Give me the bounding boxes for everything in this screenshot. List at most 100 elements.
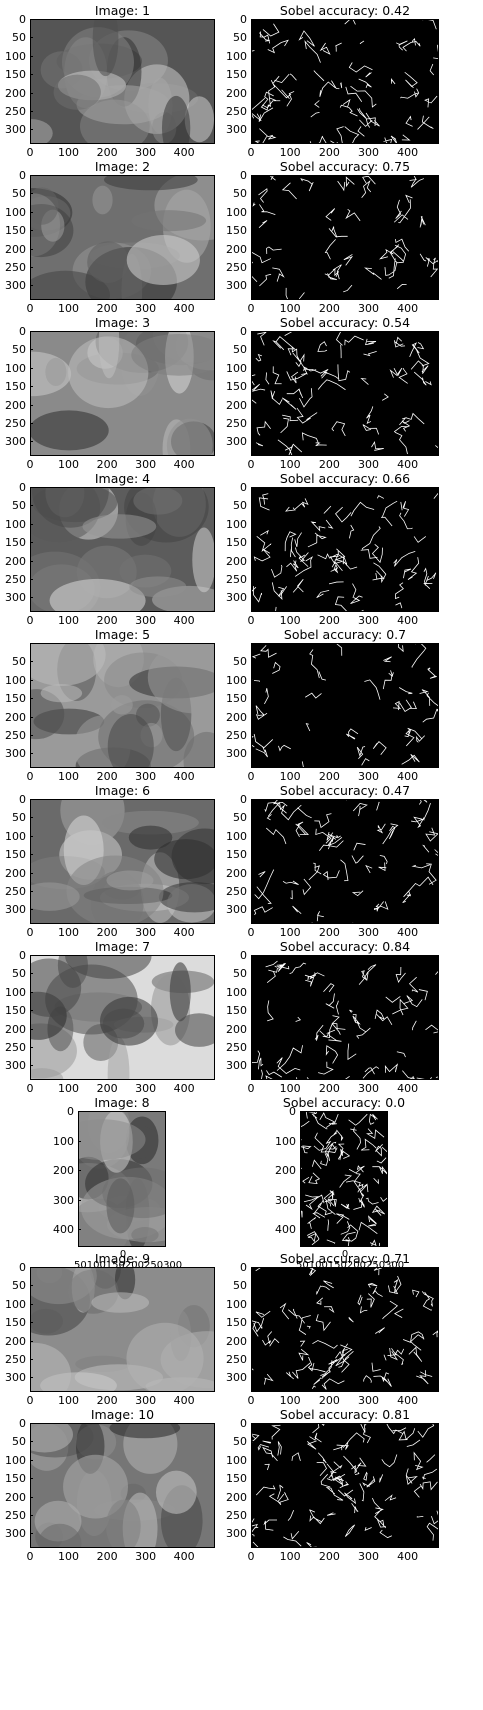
y-tick-label: 100 [226, 1297, 247, 1311]
y-tick-mark [30, 248, 33, 250]
sobel-panel [300, 1111, 388, 1247]
y-tick-label: 100 [275, 1134, 296, 1148]
sobel-title: Sobel accuracy: 0.47 [279, 783, 411, 798]
y-tick-label: 250 [5, 1352, 26, 1366]
y-tick-mark [30, 909, 33, 911]
photo-region [166, 418, 213, 455]
y-tick-label: 50 [233, 187, 247, 201]
y-tick-label: 0 [19, 325, 26, 338]
x-tick-label: 0 [26, 302, 34, 315]
y-tick-label: 100 [5, 49, 26, 63]
photo-region [31, 1342, 72, 1391]
photo-region [126, 235, 200, 286]
y-tick-mark [30, 55, 33, 57]
y-tick-label: 150 [5, 1472, 26, 1486]
grayscale-image [31, 956, 214, 1079]
y-tick-mark [251, 211, 254, 213]
photo-region [184, 96, 214, 143]
y-tick-mark [30, 129, 33, 131]
photo-region [131, 333, 214, 376]
photo-region [31, 644, 106, 686]
photo-region [31, 882, 80, 911]
y-tick-label: 0 [240, 325, 247, 338]
y-tick-label: 150 [226, 380, 247, 394]
sobel-title: Sobel accuracy: 0.84 [279, 939, 411, 954]
photo-region [92, 185, 113, 215]
x-tick-label: 300 [358, 146, 379, 159]
y-tick-mark [30, 973, 33, 975]
x-tick-label: 100 [58, 1394, 80, 1407]
x-tick-label: 0 [26, 458, 34, 471]
x-tick-label: 400 [173, 302, 195, 315]
grayscale-image [31, 20, 214, 143]
photo-region [40, 684, 83, 703]
y-tick-label: 150 [226, 224, 247, 238]
y-tick-label: 100 [226, 829, 247, 843]
y-tick-mark [251, 753, 254, 755]
y-tick-mark [251, 854, 254, 856]
x-tick-label: 400 [173, 614, 195, 627]
y-tick-label: 50 [233, 1435, 247, 1449]
y-tick-label: 50 [233, 343, 247, 357]
y-tick-mark [251, 955, 254, 956]
y-tick-label: 50 [233, 1279, 247, 1293]
image-panel [30, 19, 215, 144]
x-tick-label: 300 [358, 458, 379, 471]
sobel-edge-map [252, 332, 438, 455]
y-tick-label: 300 [226, 747, 247, 761]
sobel-panel [251, 175, 439, 300]
photo-region [106, 1178, 135, 1234]
image-title: Image: 2 [94, 159, 151, 174]
y-tick-label: 150 [5, 380, 26, 394]
y-tick-label: 0 [19, 169, 26, 182]
y-tick-label: 200 [226, 242, 247, 256]
x-tick-label: 100 [58, 146, 80, 159]
y-tick-label: 300 [275, 1193, 296, 1207]
x-tick-label: 400 [173, 1394, 195, 1407]
y-tick-label: 50 [12, 343, 26, 357]
y-tick-label: 300 [226, 279, 247, 293]
x-tick-label: 400 [397, 302, 419, 315]
y-tick-mark [30, 1358, 33, 1360]
y-tick-label: 100 [5, 517, 26, 531]
x-tick-label: 300 [135, 926, 157, 939]
y-tick-label: 50 [12, 1279, 26, 1293]
photo-region [49, 578, 146, 611]
y-tick-mark [251, 523, 254, 525]
x-tick-label: 0 [247, 614, 255, 627]
photo-region [31, 1424, 73, 1453]
y-tick-label: 300 [5, 903, 26, 917]
photo-region [147, 644, 214, 714]
sobel-edge-map [252, 492, 438, 611]
photo-region [98, 332, 120, 379]
y-tick-label: 50 [12, 655, 26, 669]
y-tick-label: 0 [19, 1261, 26, 1274]
sobel-title: Sobel accuracy: 0.0 [282, 1095, 406, 1110]
y-tick-label: 150 [5, 848, 26, 862]
grayscale-image [31, 1268, 214, 1391]
image-title: Image: 10 [90, 1407, 155, 1422]
y-tick-label: 50 [233, 967, 247, 981]
x-tick-label: 100 [58, 926, 80, 939]
y-tick-label: 0 [289, 1105, 296, 1118]
x-tick-label: 100 [58, 614, 80, 627]
y-tick-label: 100 [5, 829, 26, 843]
edge-lines [252, 644, 438, 767]
x-tick-label: 300 [135, 770, 157, 783]
x-tick-label: 300 [135, 302, 157, 315]
y-tick-label: 300 [5, 1527, 26, 1541]
y-tick-mark [78, 1111, 81, 1112]
y-tick-mark [30, 542, 33, 544]
image-panel [30, 487, 215, 612]
y-tick-label: 100 [5, 1297, 26, 1311]
x-tick-labels: 0 50100150200250300 [296, 1249, 405, 1271]
image-title: Image: 7 [94, 939, 151, 954]
x-tick-label: 400 [397, 614, 419, 627]
y-tick-mark [251, 1065, 254, 1067]
x-tick-label: 0 [247, 458, 255, 471]
y-tick-mark [300, 1229, 303, 1231]
x-tick-label: 400 [397, 1550, 419, 1563]
y-tick-mark [251, 1285, 254, 1287]
sobel-panel [251, 643, 439, 768]
sobel-edge-map [252, 960, 438, 1079]
